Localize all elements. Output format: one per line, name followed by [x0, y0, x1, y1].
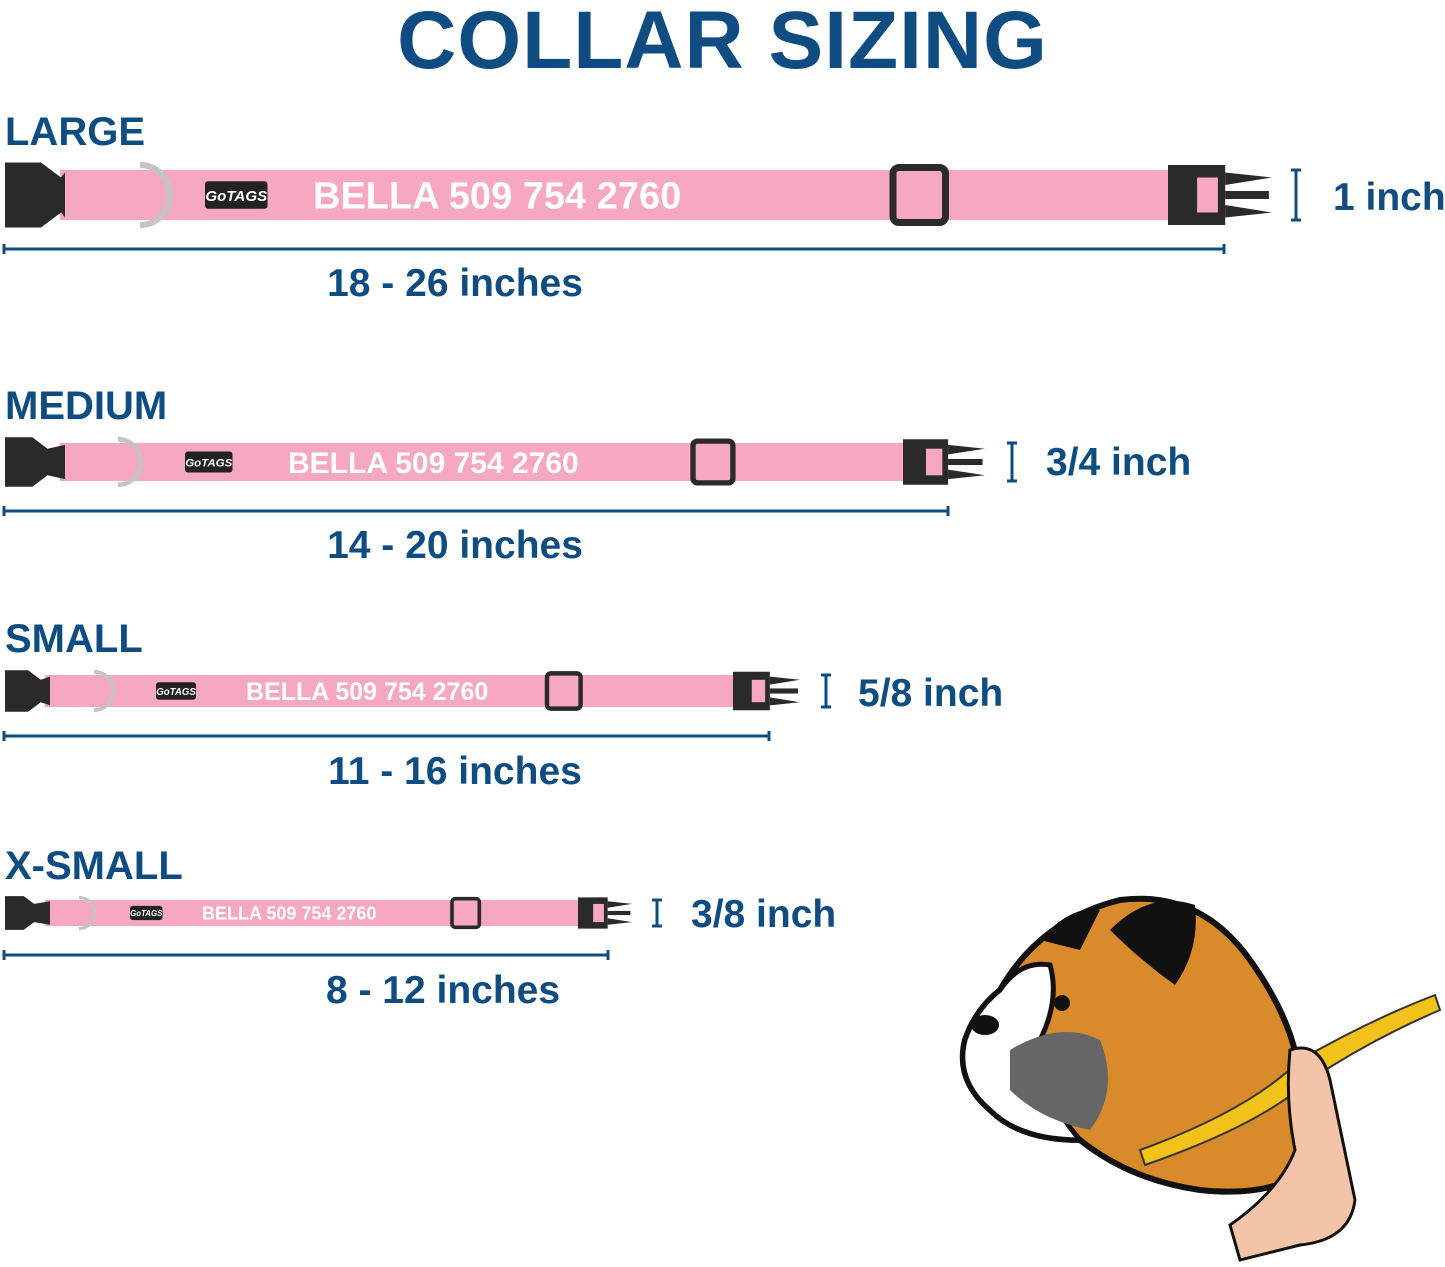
dog-head-icon: [959, 895, 1334, 1195]
brand-logo-text: GoTAGS: [156, 687, 196, 698]
d-ring-icon: [117, 436, 144, 488]
buckle-prong: [607, 901, 632, 908]
brand-logo-badge: [156, 682, 196, 700]
strap-keeper-icon: [544, 671, 583, 711]
width-label-medium: 3/4 inch: [1046, 441, 1192, 484]
buckle-female-icon: [5, 896, 50, 930]
buckle-slot: [751, 679, 766, 703]
d-ring-icon: [78, 895, 97, 931]
brand-logo-badge: [205, 181, 268, 209]
width-marker-small: [821, 673, 831, 709]
size-label-medium: MEDIUM: [5, 384, 168, 428]
size-label-small: SMALL: [5, 617, 143, 661]
buckle-prong: [948, 458, 983, 466]
buckle-female-icon: [5, 162, 65, 228]
buckle-prong: [948, 444, 985, 455]
range-label-medium: 14 - 20 inches: [327, 524, 583, 567]
size-label-x-small: X-SMALL: [5, 844, 183, 888]
buckle-slot: [1197, 177, 1218, 213]
width-marker-large: [1291, 168, 1301, 222]
collar-name-text: BELLA 509 754 2760: [246, 678, 488, 706]
buckle-prong: [607, 918, 632, 925]
buckle-prong: [1225, 191, 1269, 199]
strap-keeper-icon: [450, 896, 482, 930]
d-ring-icon: [93, 669, 116, 713]
width-marker-x-small: [652, 898, 662, 928]
buckle-female-icon: [5, 437, 65, 487]
buckle-slot: [925, 448, 943, 476]
buckle-prong: [1225, 205, 1272, 218]
buckle-prong: [1225, 172, 1272, 185]
buckle-prong: [769, 676, 800, 685]
width-label-small: 5/8 inch: [858, 672, 1004, 715]
buckle-prong: [948, 469, 985, 480]
strap-keeper-icon: [889, 164, 949, 226]
range-label-small: 11 - 16 inches: [328, 750, 582, 793]
buckle-prong: [769, 688, 798, 694]
width-marker-medium: [1007, 441, 1017, 483]
range-label-large: 18 - 26 inches: [327, 262, 583, 305]
brand-logo-badge: [185, 451, 233, 473]
brand-logo-text: GoTAGS: [185, 458, 232, 470]
buckle-female-icon: [5, 670, 50, 712]
page-title: COLLAR SIZING: [397, 0, 1048, 86]
width-label-large: 1 inch: [1333, 176, 1445, 219]
width-label-x-small: 3/8 inch: [691, 893, 837, 936]
buckle-prong: [607, 910, 631, 916]
d-ring-icon: [139, 162, 173, 228]
hand-icon: [1228, 1046, 1357, 1262]
buckle-prong: [769, 697, 800, 706]
brand-logo-text: GoTAGS: [130, 909, 163, 918]
collar-name-text: BELLA 509 754 2760: [288, 447, 579, 480]
range-label-x-small: 8 - 12 inches: [325, 969, 561, 1012]
strap-keeper-icon: [690, 438, 736, 486]
collar-name-text: BELLA 509 754 2760: [202, 903, 376, 923]
size-label-large: LARGE: [5, 110, 145, 154]
brand-logo-badge: [130, 905, 163, 921]
brand-logo-text: GoTAGS: [205, 188, 267, 205]
collar-name-text: BELLA 509 754 2760: [313, 176, 681, 218]
buckle-slot: [593, 903, 604, 923]
